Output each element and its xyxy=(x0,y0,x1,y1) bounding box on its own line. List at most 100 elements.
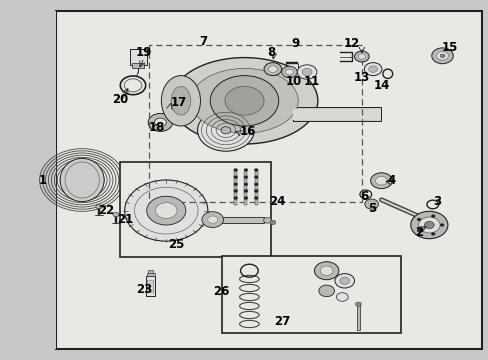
Text: 26: 26 xyxy=(213,285,229,298)
Bar xyxy=(234,192,237,198)
Bar xyxy=(293,107,381,121)
Text: 27: 27 xyxy=(274,315,290,328)
Text: 8: 8 xyxy=(267,46,275,59)
Bar xyxy=(222,256,400,333)
Ellipse shape xyxy=(161,76,200,126)
Bar xyxy=(0,11,56,349)
Circle shape xyxy=(264,63,281,76)
Circle shape xyxy=(334,274,354,288)
Circle shape xyxy=(436,51,447,60)
Bar xyxy=(132,63,144,68)
Bar xyxy=(147,280,153,292)
Text: 15: 15 xyxy=(441,41,457,54)
Circle shape xyxy=(430,233,434,235)
Text: 5: 5 xyxy=(368,202,376,215)
Circle shape xyxy=(244,183,247,186)
Bar xyxy=(146,273,154,276)
Text: 14: 14 xyxy=(372,79,389,92)
Bar xyxy=(293,109,381,120)
Circle shape xyxy=(410,211,447,239)
Ellipse shape xyxy=(171,86,190,115)
Circle shape xyxy=(339,277,349,284)
Circle shape xyxy=(418,217,439,233)
Circle shape xyxy=(368,66,377,72)
Text: 16: 16 xyxy=(239,125,255,138)
Ellipse shape xyxy=(357,54,365,59)
Circle shape xyxy=(207,216,217,223)
Circle shape xyxy=(364,199,378,209)
Circle shape xyxy=(244,168,247,171)
Bar xyxy=(120,162,271,257)
Ellipse shape xyxy=(60,158,104,202)
Circle shape xyxy=(416,229,420,232)
Circle shape xyxy=(424,221,433,229)
Text: 24: 24 xyxy=(269,195,285,208)
Circle shape xyxy=(336,293,347,301)
Circle shape xyxy=(202,212,223,228)
Bar xyxy=(244,171,247,177)
Bar xyxy=(254,192,257,198)
Text: 3: 3 xyxy=(433,195,441,208)
Circle shape xyxy=(439,54,444,58)
Text: 1: 1 xyxy=(38,174,46,186)
Bar xyxy=(254,171,257,177)
Bar xyxy=(244,178,247,184)
Bar xyxy=(234,171,237,177)
Circle shape xyxy=(431,48,452,64)
Circle shape xyxy=(169,102,177,107)
Circle shape xyxy=(263,217,271,223)
Ellipse shape xyxy=(171,58,317,144)
Text: 23: 23 xyxy=(136,283,152,296)
Circle shape xyxy=(268,66,277,72)
Circle shape xyxy=(233,197,237,199)
Text: 17: 17 xyxy=(170,96,186,109)
Bar xyxy=(244,192,247,198)
Text: 20: 20 xyxy=(111,93,128,105)
Circle shape xyxy=(146,196,185,225)
Circle shape xyxy=(269,220,275,225)
Circle shape xyxy=(254,168,258,171)
Circle shape xyxy=(254,189,258,192)
Circle shape xyxy=(416,218,420,221)
Bar xyxy=(254,185,257,192)
Circle shape xyxy=(124,180,207,241)
Circle shape xyxy=(197,109,254,151)
Bar xyxy=(148,270,153,273)
Circle shape xyxy=(320,266,332,275)
Text: 21: 21 xyxy=(117,213,133,226)
Ellipse shape xyxy=(190,68,298,133)
Text: 4: 4 xyxy=(386,174,394,186)
Circle shape xyxy=(364,63,381,76)
Bar xyxy=(356,305,359,330)
Text: 9: 9 xyxy=(291,37,299,50)
Circle shape xyxy=(244,176,247,179)
Circle shape xyxy=(254,176,258,179)
Text: 18: 18 xyxy=(148,121,164,134)
Circle shape xyxy=(281,66,297,78)
Bar xyxy=(149,45,361,202)
Circle shape xyxy=(285,69,293,75)
Text: 2: 2 xyxy=(414,226,422,239)
Text: 13: 13 xyxy=(353,71,369,84)
Bar xyxy=(115,215,117,223)
Circle shape xyxy=(233,183,237,186)
Ellipse shape xyxy=(224,86,264,115)
Bar xyxy=(234,178,237,184)
Circle shape xyxy=(233,168,237,171)
Circle shape xyxy=(375,176,386,185)
Text: 25: 25 xyxy=(167,238,184,251)
Text: 11: 11 xyxy=(303,75,320,87)
Text: 7: 7 xyxy=(199,35,206,48)
Circle shape xyxy=(314,262,338,280)
Circle shape xyxy=(148,113,172,131)
Circle shape xyxy=(154,118,166,127)
Bar xyxy=(254,178,257,184)
Text: 6: 6 xyxy=(360,190,367,203)
Circle shape xyxy=(297,65,316,79)
Circle shape xyxy=(233,189,237,192)
Circle shape xyxy=(244,189,247,192)
Text: 12: 12 xyxy=(343,37,360,50)
Bar xyxy=(244,185,247,192)
Bar xyxy=(217,217,264,223)
Ellipse shape xyxy=(354,51,368,62)
